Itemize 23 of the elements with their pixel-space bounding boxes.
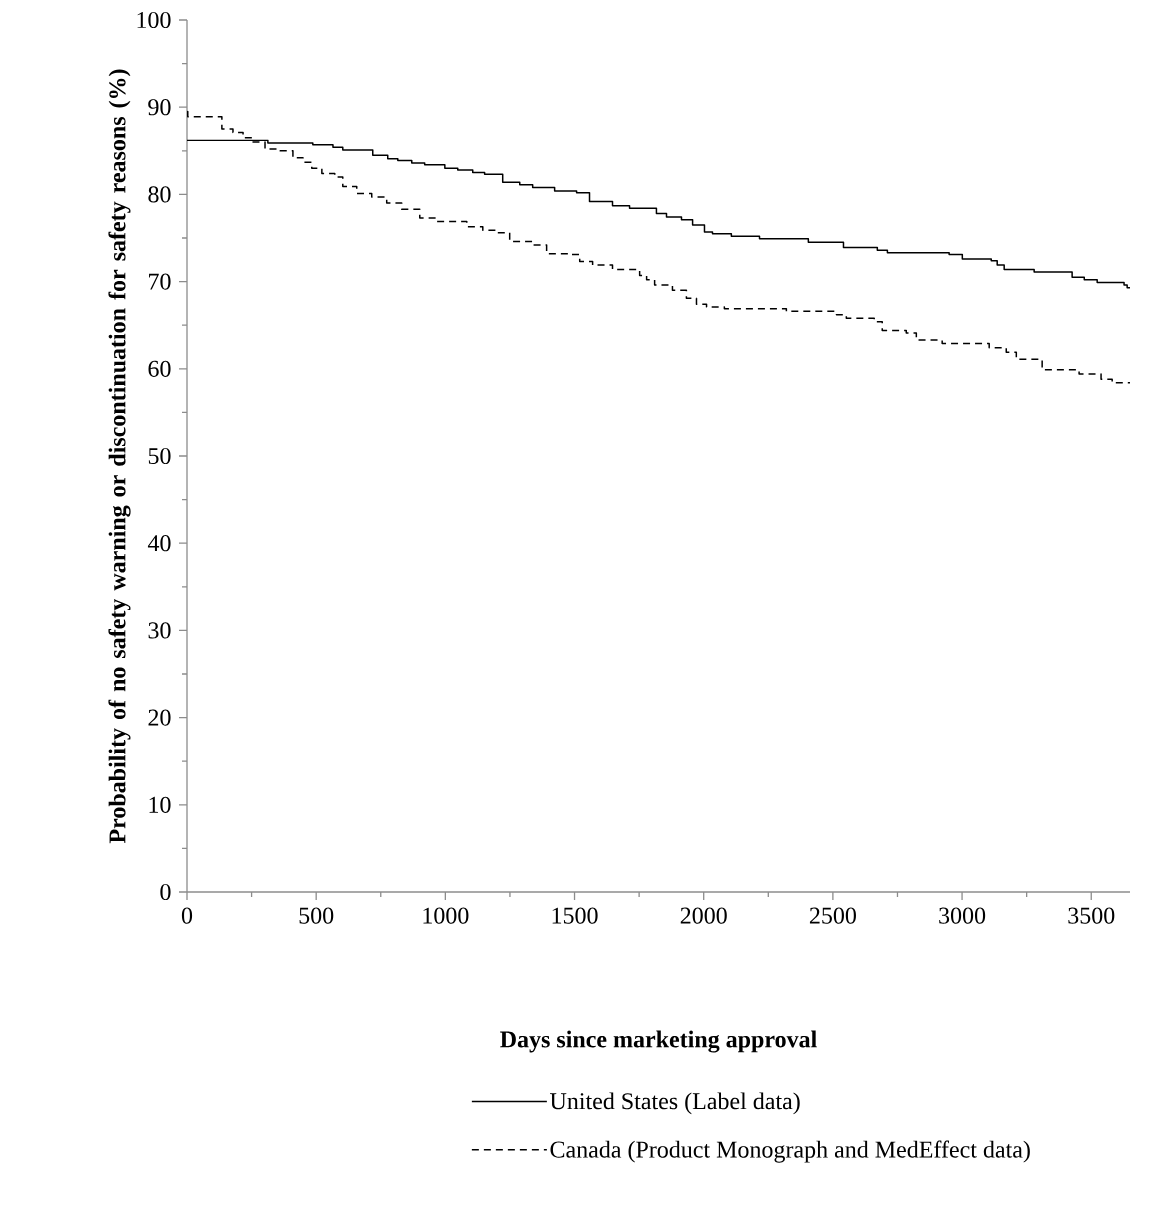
y-tick-label: 40 <box>147 535 171 552</box>
x-tick-label: 3000 <box>939 907 986 924</box>
y-tick-label: 20 <box>148 709 171 726</box>
y-tick-label: 70 <box>149 273 171 290</box>
x-tick-label: 2500 <box>809 907 856 924</box>
y-tick-label: 80 <box>148 186 171 203</box>
x-tick-label: 2000 <box>680 907 727 924</box>
y-tick-label: 0 <box>160 883 171 901</box>
x-tick-label: 3500 <box>1068 907 1115 924</box>
x-tick-label: 1500 <box>552 907 598 924</box>
x-axis-title: Days since marketing approval <box>500 1030 817 1053</box>
y-tick-label: 30 <box>148 622 171 639</box>
x-tick-label: 0 <box>181 907 193 924</box>
y-tick-label: 100 <box>137 11 171 29</box>
y-tick-label: 60 <box>148 360 171 377</box>
y-tick-label: 90 <box>148 99 171 116</box>
y-tick-label: 50 <box>148 447 171 465</box>
legend-label: United States (Label data) <box>550 1092 800 1115</box>
legend-label: Canada (Product Monograph and MedEffect data) <box>550 1140 1030 1163</box>
y-tick-label: 10 <box>149 796 171 813</box>
x-tick-label: 500 <box>299 907 334 924</box>
x-tick-label: 1000 <box>423 907 469 924</box>
y-axis-title: Probability of no safety warning or discontinuation for safety reasons (%) <box>108 69 131 844</box>
